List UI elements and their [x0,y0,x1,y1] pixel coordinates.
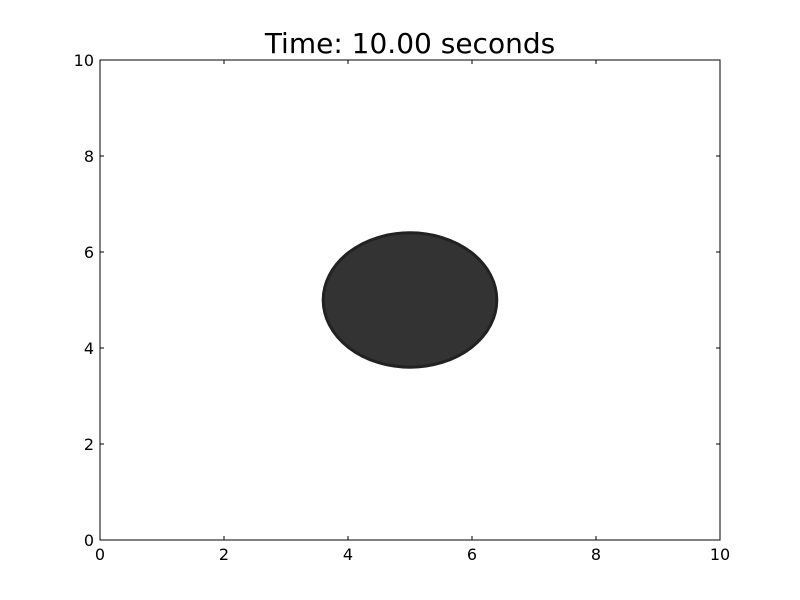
x-tick-label-4: 8 [591,545,601,564]
y-tick-label-4: 8 [84,147,94,166]
data-shapes [321,231,499,369]
x-tick-label-2: 4 [343,545,353,564]
y-tick-label-3: 6 [84,243,94,262]
y-tick-label-2: 4 [84,339,94,358]
chart-title: Time: 10.00 seconds [264,27,555,60]
axis-ticks [99,59,721,541]
x-tick-label-0: 0 [95,545,105,564]
axis-tick-labels: 0 2 4 6 8 10 0 2 4 6 8 10 [74,51,731,564]
x-tick-label-1: 2 [219,545,229,564]
x-tick-label-3: 6 [467,545,477,564]
circle-marker-0 [321,231,499,369]
y-tick-label-0: 0 [84,531,94,550]
y-tick-label-5: 10 [74,51,94,70]
y-tick-label-1: 2 [84,435,94,454]
x-tick-label-5: 10 [710,545,730,564]
